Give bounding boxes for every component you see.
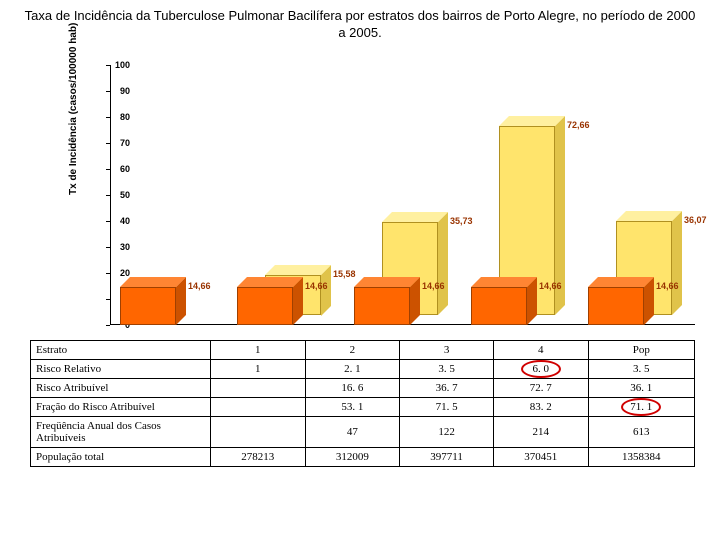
chart-title: Taxa de Incidência da Tuberculose Pulmon… — [0, 0, 720, 46]
table-cell: 4 — [493, 341, 588, 360]
bar-back-label: 15,58 — [333, 269, 356, 279]
bar-front-label: 14,66 — [188, 281, 211, 291]
bar-front-label: 14,66 — [305, 281, 328, 291]
y-tick-mark — [106, 91, 110, 92]
bar-back-label: 72,66 — [567, 120, 590, 130]
table-cell: 6. 0 — [493, 360, 588, 379]
table-cell: 3. 5 — [588, 360, 694, 379]
y-tick-mark — [106, 221, 110, 222]
table-row: Risco Atribuível 16. 636. 772. 736. 1 — [31, 379, 695, 398]
table-cell: Pop — [588, 341, 694, 360]
table-cell: 47 — [305, 417, 400, 448]
table-cell: 613 — [588, 417, 694, 448]
table-cell: 1358384 — [588, 448, 694, 467]
table-row: Fração do Risco Atribuível 53. 171. 583. … — [31, 398, 695, 417]
bar-front — [588, 287, 644, 325]
table-row: Freqüência Anual dos Casos Atribuíveis 47… — [31, 417, 695, 448]
row-label: Risco Atribuível — [31, 379, 211, 398]
row-label: Estrato — [31, 341, 211, 360]
table-cell: 1 — [211, 360, 306, 379]
row-label: Risco Relativo — [31, 360, 211, 379]
table-cell — [211, 417, 306, 448]
data-table: Estrato1234PopRisco Relativo12. 13. 56. … — [30, 340, 695, 467]
table-cell — [211, 379, 306, 398]
table-cell: 397711 — [400, 448, 494, 467]
table-cell: 36. 1 — [588, 379, 694, 398]
y-tick-mark — [106, 299, 110, 300]
row-label: População total — [31, 448, 211, 467]
table-cell: 278213 — [211, 448, 306, 467]
y-tick-mark — [106, 247, 110, 248]
table-cell: 71. 1 — [588, 398, 694, 417]
y-tick-mark — [106, 273, 110, 274]
table-row: Estrato1234Pop — [31, 341, 695, 360]
table-cell: 214 — [493, 417, 588, 448]
y-tick-mark — [106, 169, 110, 170]
table-cell: 53. 1 — [305, 398, 400, 417]
y-tick-mark — [106, 325, 110, 326]
row-label: Fração do Risco Atribuível — [31, 398, 211, 417]
row-label: Freqüência Anual dos Casos Atribuíveis — [31, 417, 211, 448]
bar-front-label: 14,66 — [422, 281, 445, 291]
table-row: População total2782133120093977113704511… — [31, 448, 695, 467]
y-axis-label: Tx de Incidência (casos/100000 hab) — [68, 23, 79, 195]
table-cell: 3 — [400, 341, 494, 360]
bar-back-label: 36,07 — [684, 215, 707, 225]
bar-front-label: 14,66 — [656, 281, 679, 291]
table-cell: 2. 1 — [305, 360, 400, 379]
y-tick-mark — [106, 117, 110, 118]
bar-front-label: 14,66 — [539, 281, 562, 291]
bar-front — [354, 287, 410, 325]
table-cell: 83. 2 — [493, 398, 588, 417]
table-cell: 2 — [305, 341, 400, 360]
y-tick-mark — [106, 143, 110, 144]
table-cell: 370451 — [493, 448, 588, 467]
chart-plot-area: 14,6615,5814,6635,7314,6672,6614,6636,07… — [110, 65, 695, 325]
table-cell: 312009 — [305, 448, 400, 467]
bar-front — [237, 287, 293, 325]
table-cell: 71. 5 — [400, 398, 494, 417]
y-axis-line — [110, 65, 111, 325]
table-cell — [211, 398, 306, 417]
y-tick-mark — [106, 65, 110, 66]
table-cell: 1 — [211, 341, 306, 360]
table-cell: 72. 7 — [493, 379, 588, 398]
table-cell: 16. 6 — [305, 379, 400, 398]
y-tick-mark — [106, 195, 110, 196]
table-row: Risco Relativo12. 13. 56. 03. 5 — [31, 360, 695, 379]
table-cell: 36. 7 — [400, 379, 494, 398]
table-cell: 122 — [400, 417, 494, 448]
bar-front — [471, 287, 527, 325]
bar-front — [120, 287, 176, 325]
bar-back-label: 35,73 — [450, 216, 473, 226]
table-cell: 3. 5 — [400, 360, 494, 379]
